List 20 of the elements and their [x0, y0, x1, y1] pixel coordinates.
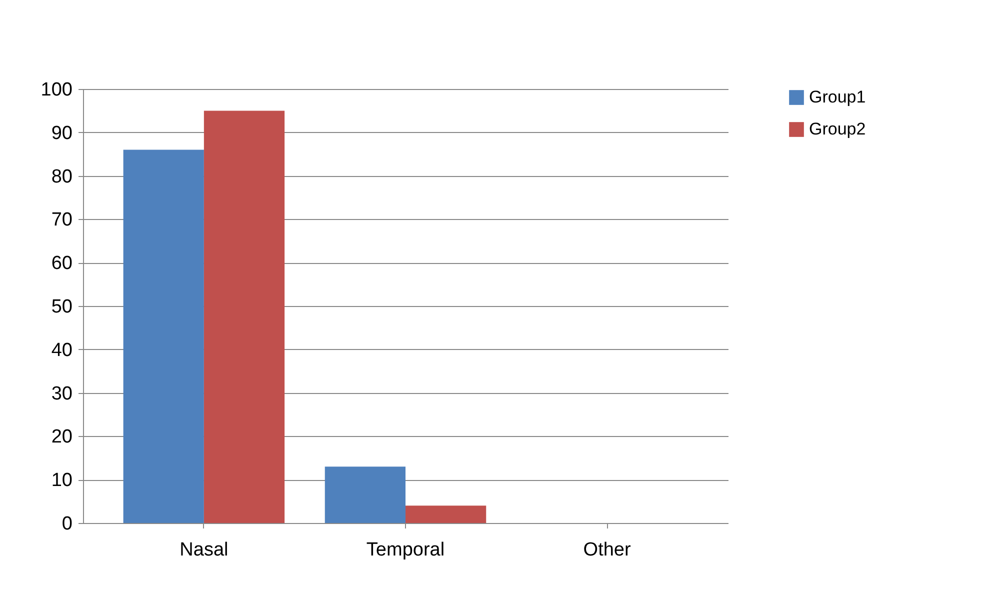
bar — [123, 150, 204, 523]
x-tick-label: Temporal — [366, 540, 445, 560]
bar — [324, 466, 406, 523]
y-tick-label: 0 — [62, 514, 72, 534]
y-tick-label: 90 — [51, 122, 72, 144]
y-tick-label: 40 — [51, 340, 72, 361]
y-tick-label: 20 — [51, 426, 72, 448]
y-tick-label: 100 — [40, 80, 72, 100]
bar — [204, 110, 285, 523]
x-tick-label: Other — [583, 540, 632, 560]
y-tick-label: 30 — [51, 383, 72, 404]
x-tick-label: Nasal — [180, 540, 228, 560]
y-tick-label: 10 — [51, 470, 72, 492]
y-tick-label: 80 — [51, 166, 72, 188]
legend-label: Group2 — [809, 120, 866, 138]
y-tick-label: 70 — [51, 210, 72, 231]
y-tick-label: 60 — [51, 253, 72, 274]
y-tick-label: 50 — [51, 296, 72, 318]
bar — [406, 506, 486, 523]
legend-label: Group1 — [809, 88, 866, 106]
